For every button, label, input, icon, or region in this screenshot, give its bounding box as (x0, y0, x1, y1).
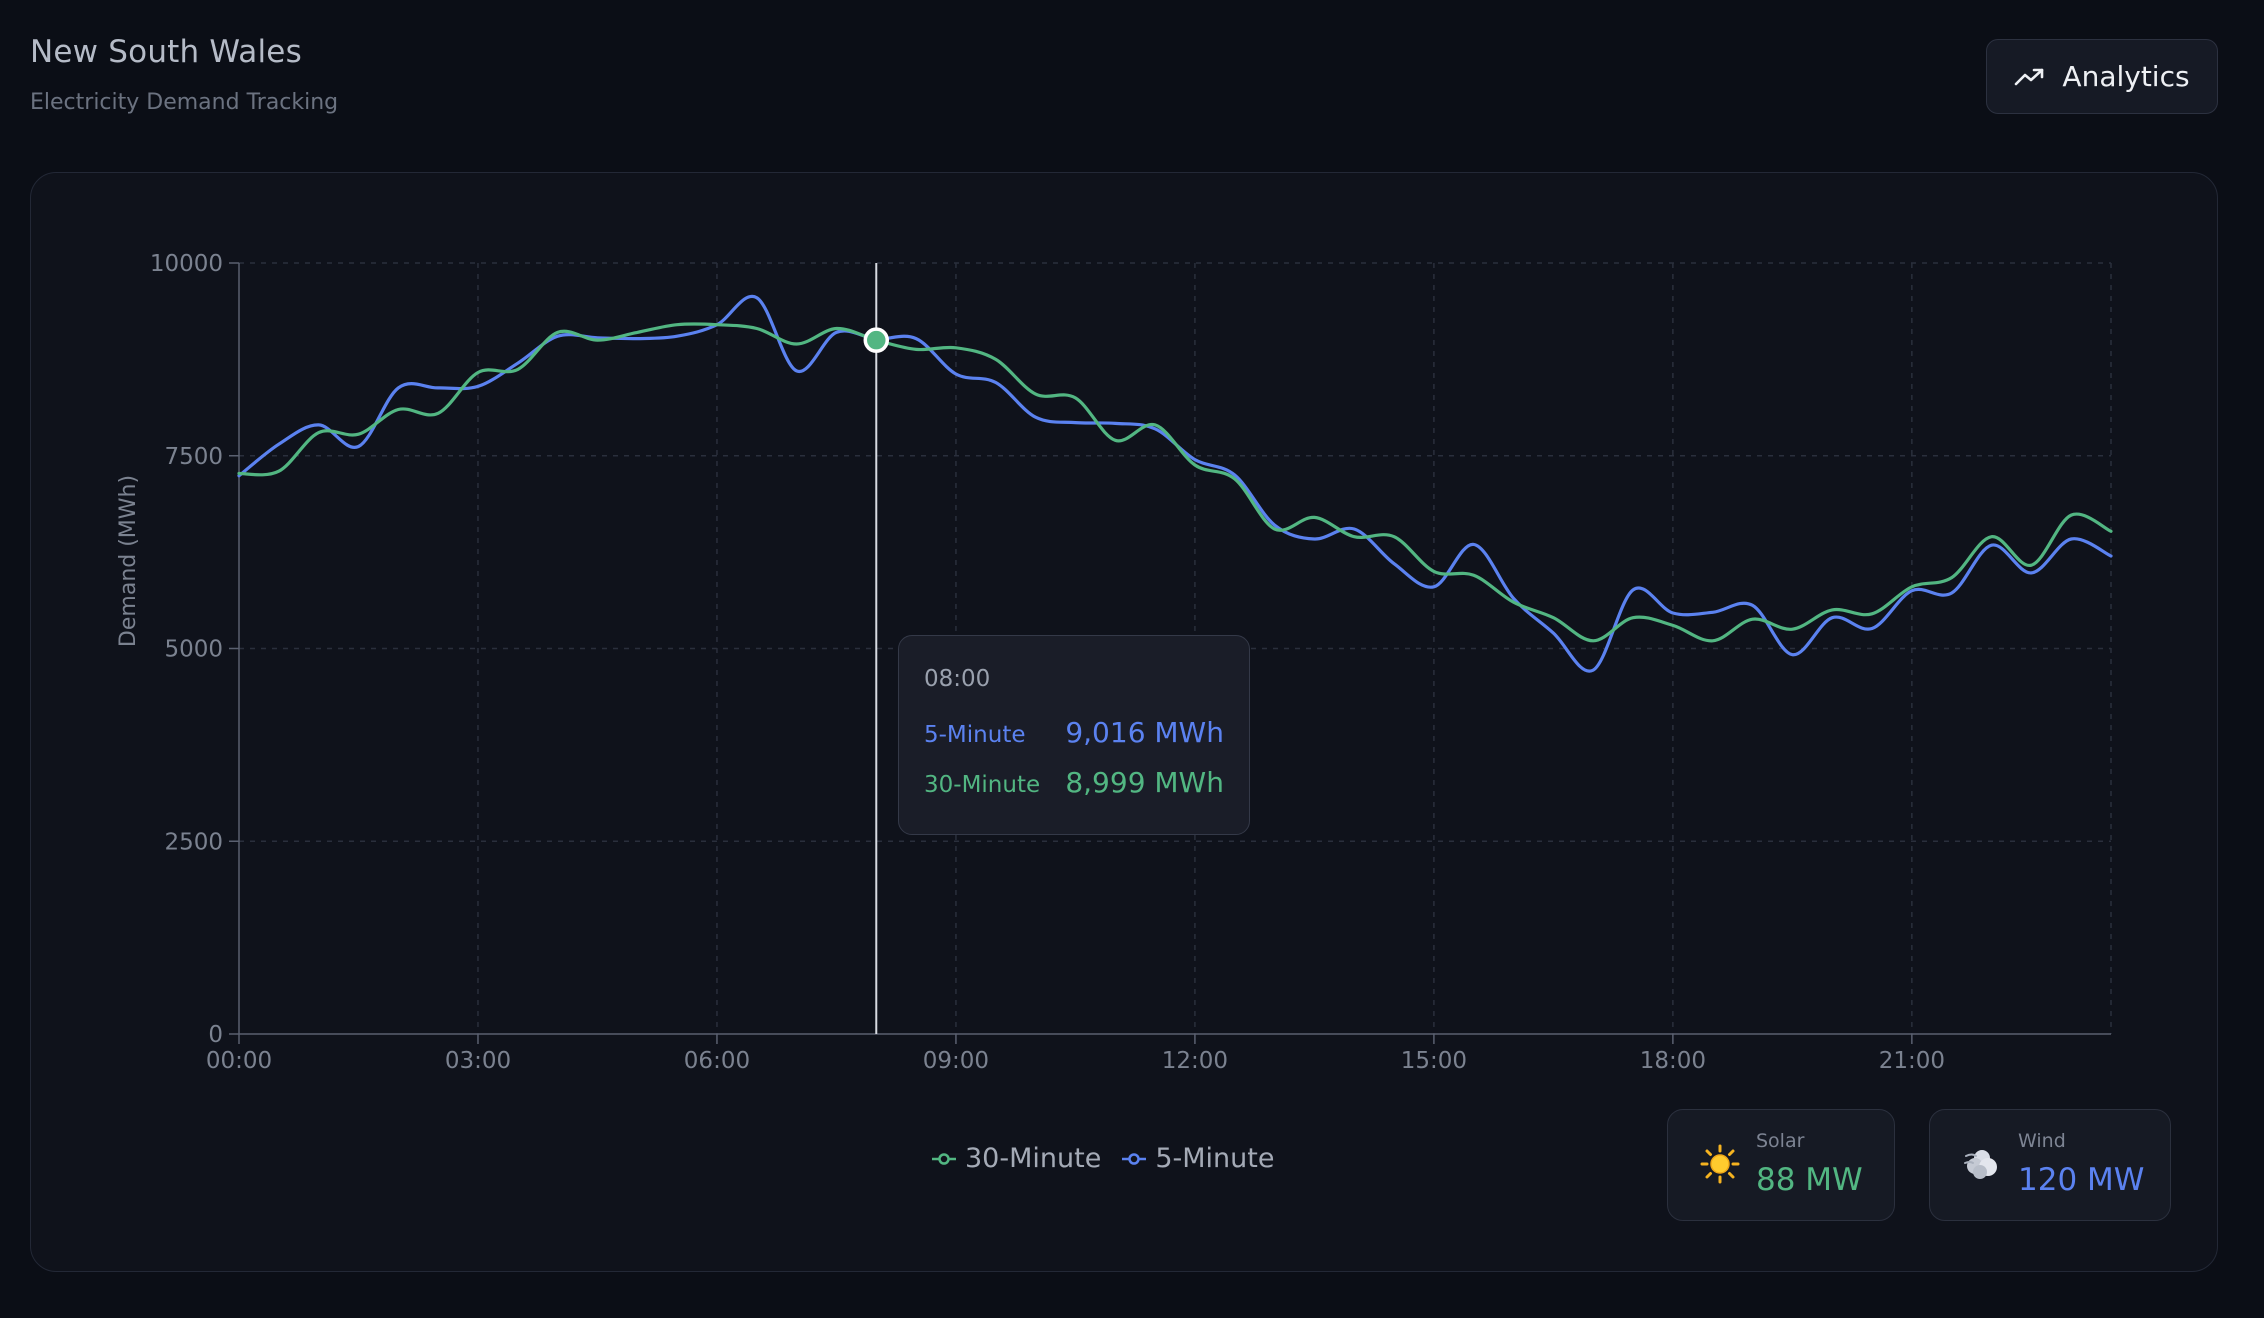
x-tick-label: 21:00 (1879, 1048, 1945, 1074)
solar-value: 88 MW (1756, 1162, 1863, 1198)
legend-label-5-minute: 5-Minute (1155, 1143, 1275, 1174)
series-line-30-minute (237, 322, 2113, 643)
wind-kpi-card: Wind 120 MW (1929, 1109, 2171, 1221)
tooltip-time: 08:00 (924, 666, 991, 692)
x-tick-label: 03:00 (445, 1048, 511, 1074)
legend-label-30-minute: 30-Minute (965, 1143, 1102, 1174)
y-tick-label: 0 (208, 1022, 223, 1048)
legend-item-30-minute[interactable]: 30-Minute (931, 1143, 1101, 1174)
tooltip-30-minute-label: 30-Minute (924, 772, 1041, 798)
axes: 0 2500 5000 7500 10000 00:00 03:00 06:00 09:00 12… (150, 251, 2111, 1074)
x-tick-label: 18:00 (1640, 1048, 1706, 1074)
demand-chart[interactable]: 0 2500 5000 7500 10000 00:00 03:00 06:00 09:00 12… (31, 173, 2219, 1273)
chart-legend: 30-Minute 5-Minute (931, 1143, 1274, 1174)
y-tick-label: 5000 (164, 637, 223, 663)
tooltip-row-30-minute: 30-Minute 8,999 MWh (924, 766, 1224, 799)
wind-value: 120 MW (2018, 1162, 2145, 1198)
y-axis-label: Demand (MWh) (116, 475, 141, 647)
series-line-5-minute (237, 294, 2113, 673)
tooltip-5-minute-value: 9,016 MWh (1065, 716, 1224, 749)
legend-line-icon (932, 1152, 956, 1165)
chart-tooltip: 08:00 5-Minute 9,016 MWh 30-Minute 8,999… (898, 635, 1250, 835)
trending-up-icon (2015, 68, 2044, 85)
solar-label: Solar (1756, 1130, 1805, 1152)
wind-label: Wind (2018, 1130, 2066, 1152)
analytics-label: Analytics (2062, 60, 2190, 93)
page-header: New South Wales Electricity Demand Track… (30, 34, 338, 115)
x-tick-label: 12:00 (1162, 1048, 1228, 1074)
series-lines (237, 294, 2113, 673)
analytics-button[interactable]: Analytics (1986, 39, 2218, 114)
legend-item-5-minute[interactable]: 5-Minute (1121, 1143, 1274, 1174)
y-tick-label: 7500 (164, 444, 223, 470)
page-title: New South Wales (30, 34, 302, 70)
x-tick-label: 06:00 (684, 1048, 750, 1074)
tooltip-row-5-minute: 5-Minute 9,016 MWh (924, 716, 1224, 749)
wind-icon (1964, 1150, 1997, 1179)
tooltip-5-minute-label: 5-Minute (924, 722, 1026, 748)
sun-icon (1700, 1144, 1740, 1184)
tooltip-30-minute-value: 8,999 MWh (1065, 766, 1224, 799)
y-tick-label: 10000 (150, 251, 223, 277)
x-tick-label: 00:00 (206, 1048, 272, 1074)
solar-kpi-card: Solar 88 MW (1667, 1109, 1895, 1221)
x-tick-label: 09:00 (923, 1048, 989, 1074)
y-tick-label: 2500 (164, 829, 223, 855)
highlight-point (863, 327, 890, 353)
chart-card: 0 2500 5000 7500 10000 00:00 03:00 06:00 09:00 12… (30, 172, 2218, 1272)
page-subtitle: Electricity Demand Tracking (30, 90, 339, 115)
x-tick-label: 15:00 (1401, 1048, 1467, 1074)
legend-line-icon (1122, 1152, 1147, 1165)
